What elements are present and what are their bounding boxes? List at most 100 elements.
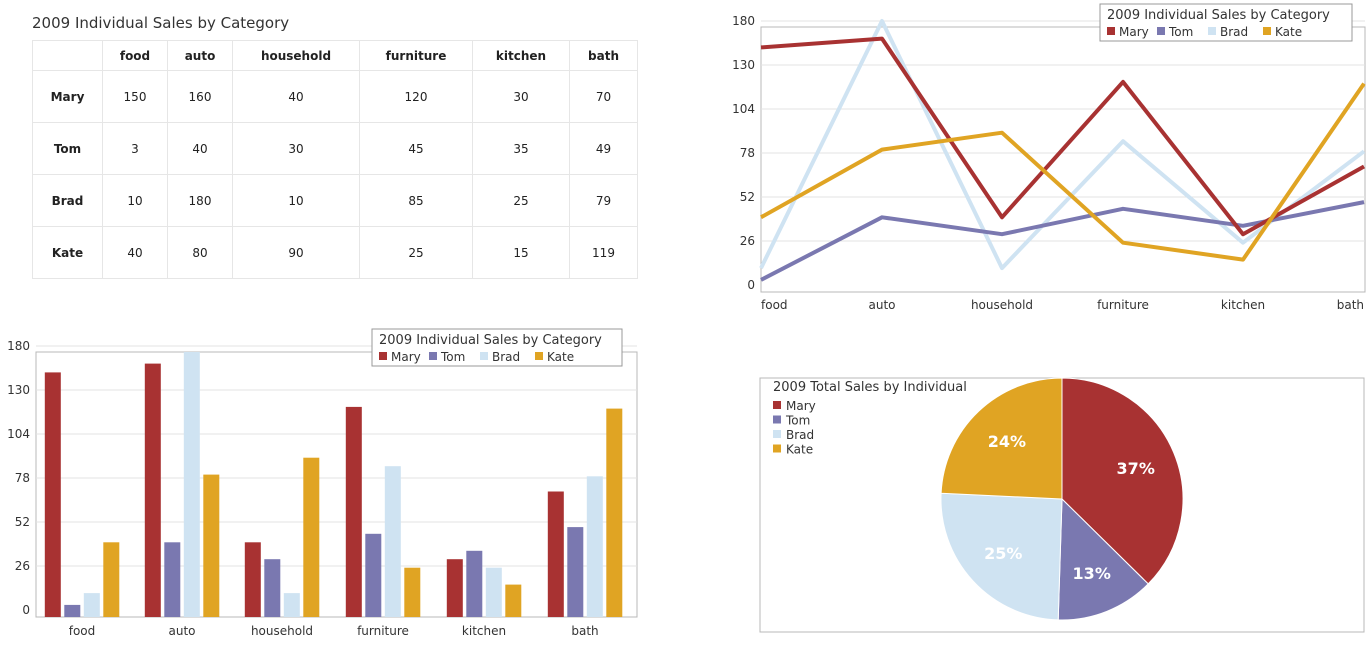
pie-legend-swatch (773, 415, 781, 424)
row-header: Tom (32, 122, 103, 175)
bar-kate-furniture (404, 567, 421, 617)
line-legend-title: 2009 Individual Sales by Category (1107, 8, 1330, 23)
bar-tom-household (264, 559, 281, 617)
bar-xtick-label: bath (571, 624, 598, 638)
bar-ytick-label: 104 (7, 427, 30, 441)
pie-legend-swatch (773, 444, 781, 453)
bar-legend-swatch (429, 352, 437, 360)
sales-table: food auto household furniture kitchen ba… (32, 40, 638, 279)
pie-label-kate: 24% (988, 432, 1026, 451)
bar-xtick-label: food (69, 624, 96, 638)
bar-kate-bath (606, 408, 623, 617)
bar-legend-label: Kate (547, 350, 574, 364)
table-cell: 40 (167, 122, 233, 175)
table-row: Mary 150 160 40 120 30 70 (32, 70, 638, 123)
bar-mary-furniture (345, 406, 362, 617)
bar-legend-swatch (379, 352, 387, 360)
bar-ytick-label: 78 (15, 471, 30, 485)
bar-brad-food (83, 593, 100, 617)
line-plot-area (760, 26, 1366, 293)
bar-ytick-label: 26 (15, 559, 30, 573)
pie-label-tom: 13% (1073, 564, 1111, 583)
pie-label-brad: 25% (984, 544, 1022, 563)
line-ytick-label: 130 (732, 58, 755, 72)
table-header-row: food auto household furniture kitchen ba… (32, 40, 638, 71)
table-cell: 120 (359, 70, 473, 123)
table-cell: 119 (569, 226, 638, 279)
table-cell: 150 (102, 70, 168, 123)
table-cell: 180 (167, 174, 233, 227)
line-ytick-label: 52 (740, 190, 755, 204)
bar-mary-kitchen (446, 559, 463, 617)
table-cell: 90 (232, 226, 360, 279)
line-legend-label: Mary (1119, 25, 1149, 39)
bar-kate-kitchen (505, 584, 522, 617)
pie-title: 2009 Total Sales by Individual (773, 380, 967, 395)
bar-kate-household (303, 457, 320, 617)
line-xtick-label: household (971, 298, 1033, 312)
pie-legend-label: Brad (786, 428, 814, 442)
bar-legend-swatch (480, 352, 488, 360)
line-legend-swatch (1263, 27, 1271, 35)
bar-xtick-label: household (251, 624, 313, 638)
bar-ytick-label: 180 (7, 339, 30, 353)
bar-brad-bath (586, 476, 603, 617)
pie-legend-swatch (773, 430, 781, 438)
bar-xtick-label: auto (168, 624, 195, 638)
line-xtick-label: auto (868, 298, 895, 312)
line-ytick-label: 78 (740, 146, 755, 160)
line-ytick-label: 180 (732, 14, 755, 28)
table-corner-cell (32, 40, 103, 71)
line-legend-label: Brad (1220, 25, 1248, 39)
table-cell: 160 (167, 70, 233, 123)
bar-kate-food (103, 542, 120, 617)
pie-label-mary: 37% (1117, 459, 1155, 478)
bar-ytick-label: 52 (15, 515, 30, 529)
bar-tom-kitchen (466, 550, 483, 617)
bar-mary-food (44, 372, 61, 617)
line-legend-swatch (1107, 27, 1115, 35)
table-cell: 25 (359, 226, 473, 279)
line-xtick-label: kitchen (1221, 298, 1265, 312)
column-header: household (232, 40, 360, 71)
column-header: bath (569, 40, 638, 71)
bar-ytick-label: 0 (22, 603, 30, 617)
bar-kate-auto (203, 474, 220, 617)
line-series-mary (760, 36, 1365, 237)
bar-brad-kitchen (485, 567, 502, 617)
bar-legend-box (371, 328, 623, 367)
row-header: Mary (32, 70, 103, 123)
pie-slice-mary (1061, 377, 1184, 585)
bar-mary-bath (547, 491, 564, 617)
bar-ytick-label: 130 (7, 383, 30, 397)
table-cell: 70 (569, 70, 638, 123)
table-row: Kate 40 80 90 25 15 119 (32, 226, 638, 279)
pie-legend-label: Kate (786, 443, 813, 457)
pie-legend-swatch (773, 401, 781, 409)
row-header: Kate (32, 226, 103, 279)
row-header: Brad (32, 174, 103, 227)
table-title: 2009 Individual Sales by Category (32, 14, 290, 32)
line-ytick-label: 26 (740, 234, 755, 248)
pie-legend-label: Tom (785, 414, 810, 428)
table-cell: 40 (232, 70, 360, 123)
line-ytick-label: 104 (732, 102, 755, 116)
bar-brad-auto (183, 352, 200, 617)
bar-legend-title: 2009 Individual Sales by Category (379, 333, 602, 348)
pie-slice-tom (1057, 497, 1149, 621)
line-legend-label: Tom (1168, 25, 1193, 39)
bar-tom-furniture (365, 533, 382, 617)
pie-legend-label: Mary (786, 399, 816, 413)
bar-legend-label: Mary (391, 350, 421, 364)
table-cell: 25 (472, 174, 570, 227)
table-cell: 80 (167, 226, 233, 279)
line-ytick-label: 0 (747, 278, 755, 292)
bar-brad-household (283, 593, 300, 617)
table-cell: 15 (472, 226, 570, 279)
bar-xtick-label: kitchen (462, 624, 506, 638)
bar-plot-area (35, 351, 638, 618)
column-header: food (102, 40, 168, 71)
pie-slice-kate (940, 377, 1063, 500)
line-xtick-label: bath (1337, 298, 1364, 312)
